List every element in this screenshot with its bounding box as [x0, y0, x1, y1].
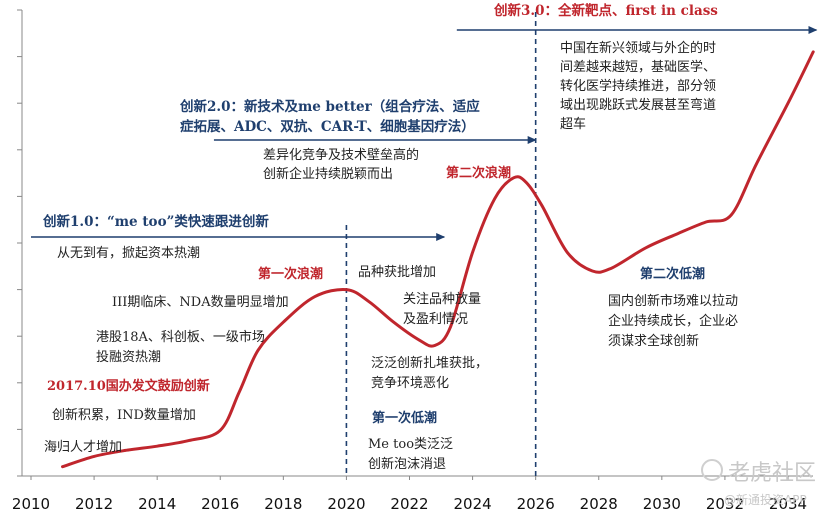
watermark-logo-icon	[701, 459, 723, 481]
era3-note-1: 中国在新兴领域与外企的时	[560, 40, 716, 56]
watermark-main: 老虎社区	[728, 461, 816, 486]
x-tick-label: 2010	[12, 495, 50, 513]
x-tick-label: 2012	[75, 495, 113, 513]
trough1-label: 第一次低潮	[372, 410, 437, 426]
x-tick-label: 2022	[390, 495, 428, 513]
x-tick-label: 2024	[453, 495, 491, 513]
era3-note-2: 间差越来越短，基础医学、	[560, 59, 716, 75]
era2-title-line2: 症拓展、ADC、双抗、CAR-T、细胞基因疗法）	[180, 118, 475, 135]
left-note-3: 港股18A、科创板、一级市场	[96, 329, 265, 345]
x-tick-label: 2014	[138, 495, 176, 513]
x-tick-label: 2034	[769, 495, 807, 513]
x-tick-label: 2028	[580, 495, 618, 513]
era2-title-line1: 创新2.0：新技术及me better（组合疗法、适应	[179, 98, 480, 115]
trough2-note-1: 国内创新市场难以拉动	[608, 293, 738, 309]
left-note-4: 投融资热潮	[96, 349, 161, 365]
era-dividers	[345, 12, 537, 476]
left-note-2: III期临床、NDA数量明显增加	[112, 295, 289, 310]
trough2-note-3: 须谋求全球创新	[608, 333, 699, 349]
era-arrows	[31, 26, 818, 241]
era3-note-4: 域出现跳跃式发展甚至弯道	[560, 97, 716, 113]
x-tick-label: 2020	[327, 495, 365, 513]
axes: 2010 2012 2014 2016 2018 2020 2022 2024 2026 2028…	[12, 9, 813, 513]
mid-note-4: 泛泛创新扎堆获批，	[371, 355, 488, 371]
x-tick-label: 2032	[706, 495, 744, 513]
mid-note-3: 及盈利情况	[403, 312, 468, 327]
wave1-label: 第一次浪潮	[258, 266, 323, 282]
watermark: 老虎社区 @新通投资APP	[701, 459, 816, 507]
x-tick-label: 2026	[517, 495, 555, 513]
mid-note-5: 竞争环境恶化	[371, 375, 449, 391]
watermark-sub: @新通投资APP	[724, 492, 807, 507]
wave2-label: 第二次浪潮	[446, 165, 511, 181]
trough1-note-1: Me too类泛泛	[368, 437, 453, 452]
mid-note-1: 品种获批增加	[358, 265, 436, 280]
era3-title: 创新3.0：全新靶点、first in class	[493, 2, 718, 19]
trough1-note-2: 创新泡沫消退	[368, 456, 446, 472]
trough2-label: 第二次低潮	[640, 266, 705, 282]
policy-label: 2017.10国办发文鼓励创新	[47, 378, 210, 394]
era3-note-5: 超车	[560, 116, 586, 132]
left-note-6: 海归人才增加	[44, 440, 122, 455]
series-line	[61, 50, 815, 469]
era3-note-3: 转化医学持续推进，部分领	[560, 78, 716, 94]
left-note-1: 从无到有，掀起资本热潮	[57, 246, 200, 261]
x-tick-label: 2030	[643, 495, 681, 513]
left-note-5: 创新积累，IND数量增加	[52, 407, 196, 423]
era1-title: 创新1.0：“me too”类快速跟进创新	[42, 213, 269, 230]
x-tick-label: 2016	[201, 495, 239, 513]
trough2-note-2: 企业持续成长，企业必	[608, 313, 738, 329]
x-tick-label: 2018	[264, 495, 302, 513]
era2-note-1: 差异化竞争及技术壁垒高的	[263, 147, 419, 163]
era2-note-2: 创新企业持续脱颖而出	[263, 166, 393, 182]
mid-note-2: 关注品种放量	[403, 292, 481, 307]
